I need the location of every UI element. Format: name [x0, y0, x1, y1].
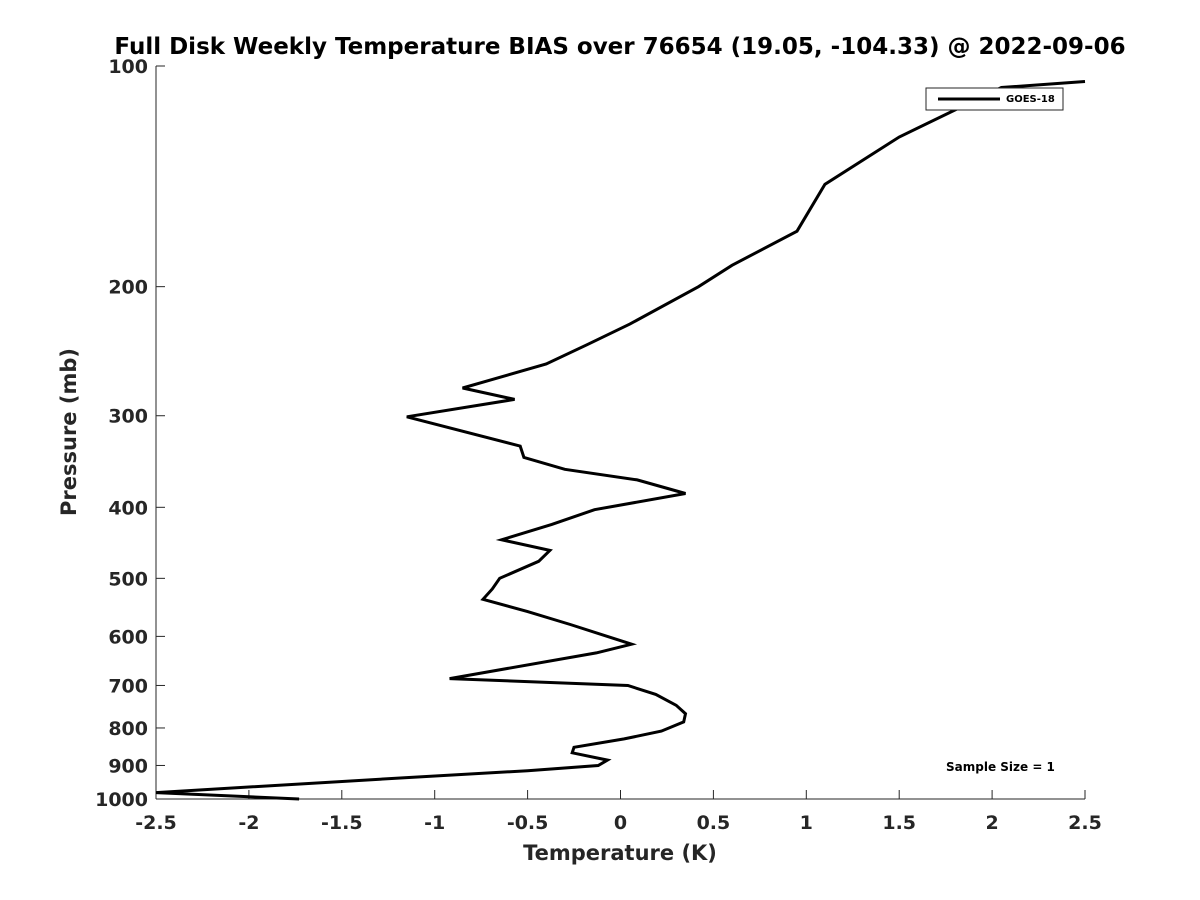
y-tick-label: 800: [108, 718, 148, 740]
x-tick-label: 0.5: [697, 812, 731, 834]
y-tick-label: 500: [108, 568, 148, 590]
y-tick-label: 700: [108, 675, 148, 697]
y-tick-label: 400: [108, 497, 148, 519]
x-tick-label: 2.5: [1068, 812, 1102, 834]
chart-title: Full Disk Weekly Temperature BIAS over 7…: [114, 34, 1125, 60]
y-axis-label: Pressure (mb): [57, 348, 81, 516]
x-tick-label: -1: [424, 812, 445, 834]
y-tick-label: 900: [108, 755, 148, 777]
x-axis-label: Temperature (K): [523, 841, 717, 865]
legend-label: GOES-18: [1006, 94, 1055, 105]
x-tick-label: 1.5: [882, 812, 916, 834]
x-tick-label: 1: [800, 812, 813, 834]
y-tick-label: 300: [108, 406, 148, 428]
sample-size-annotation: Sample Size = 1: [946, 760, 1055, 774]
x-tick-label: -0.5: [507, 812, 549, 834]
x-tick-label: -1.5: [321, 812, 363, 834]
series-group: [155, 80, 1086, 801]
y-tick-group: 100 200 300 400 500 600 700 800 900 1000: [95, 56, 165, 811]
y-tick-label: 100: [108, 56, 148, 78]
x-tick-group: -2.5 -2 -1.5 -1 -0.5 0 0.5 1 1.5 2 2.5: [135, 790, 1102, 834]
x-tick-label: 2: [985, 812, 998, 834]
series-line-goes-18: [155, 80, 1086, 801]
x-tick-label: -2.5: [135, 812, 177, 834]
x-tick-label: -2: [238, 812, 259, 834]
y-tick-label: 200: [108, 277, 148, 299]
y-tick-label: 600: [108, 626, 148, 648]
x-tick-label: 0: [614, 812, 627, 834]
legend: GOES-18: [925, 87, 1064, 111]
y-tick-label: 1000: [95, 789, 148, 811]
